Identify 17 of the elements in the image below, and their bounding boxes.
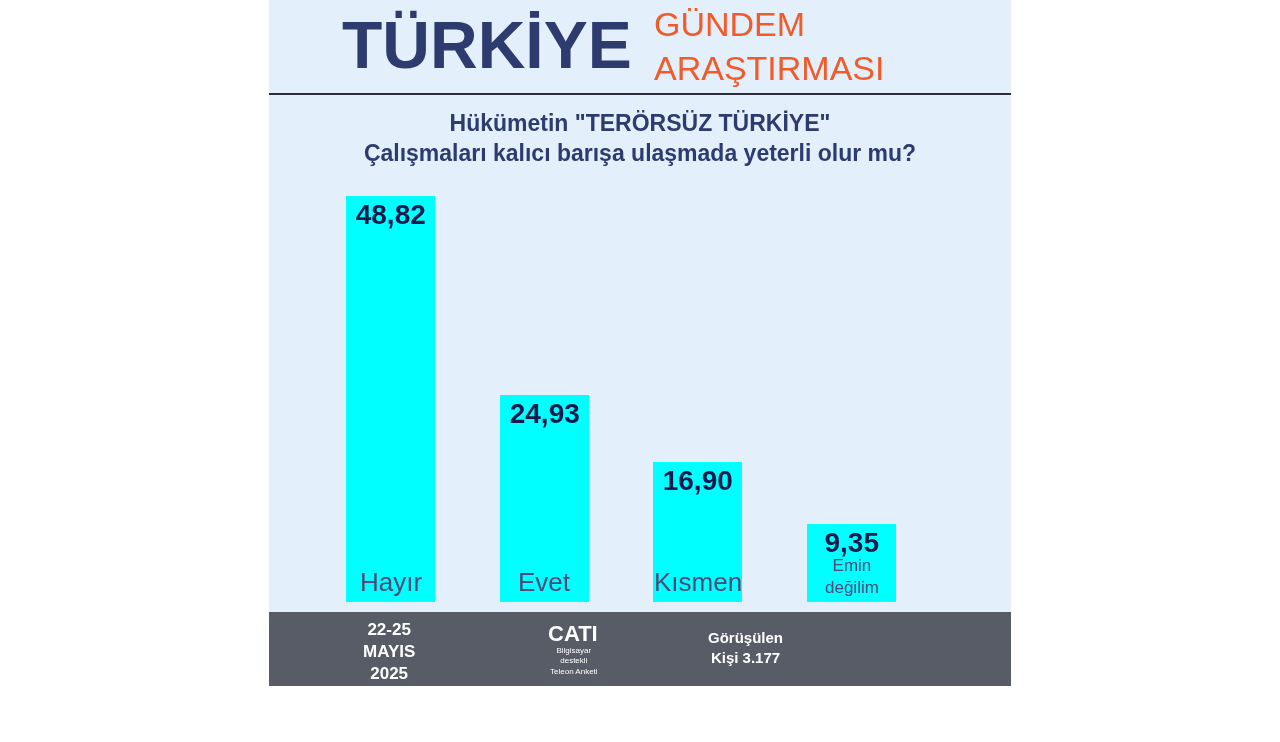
data-label: 48,82	[355, 199, 426, 230]
text: Bilgisayar destekli Teleon Anketi	[550, 646, 598, 676]
x-tick-label: Kısmen	[654, 567, 743, 597]
text: Görüşülen Kişi 3.177	[708, 629, 784, 666]
chart-title: Hükümetin "TERÖRSÜZ TÜRKİYE" Çalışmaları kalıcı barışa ulaşmada yeterli olur mu?	[363, 110, 917, 166]
text: 22-25 MAYIS 2025	[363, 620, 416, 684]
x-tick-label: Evet	[518, 567, 571, 597]
x-tick-label: Hayır	[360, 567, 423, 597]
bar	[346, 196, 436, 602]
data-label: 9,35	[824, 527, 879, 558]
bar	[500, 395, 590, 602]
text: GÜNDEM ARAŞTIRMASI	[654, 5, 885, 88]
text: TÜRKİYE	[342, 8, 632, 82]
x-tick-label: Emin değilim	[825, 556, 879, 598]
text: CATI	[548, 621, 598, 646]
data-label: 24,93	[509, 398, 580, 429]
data-label: 16,90	[662, 465, 733, 496]
